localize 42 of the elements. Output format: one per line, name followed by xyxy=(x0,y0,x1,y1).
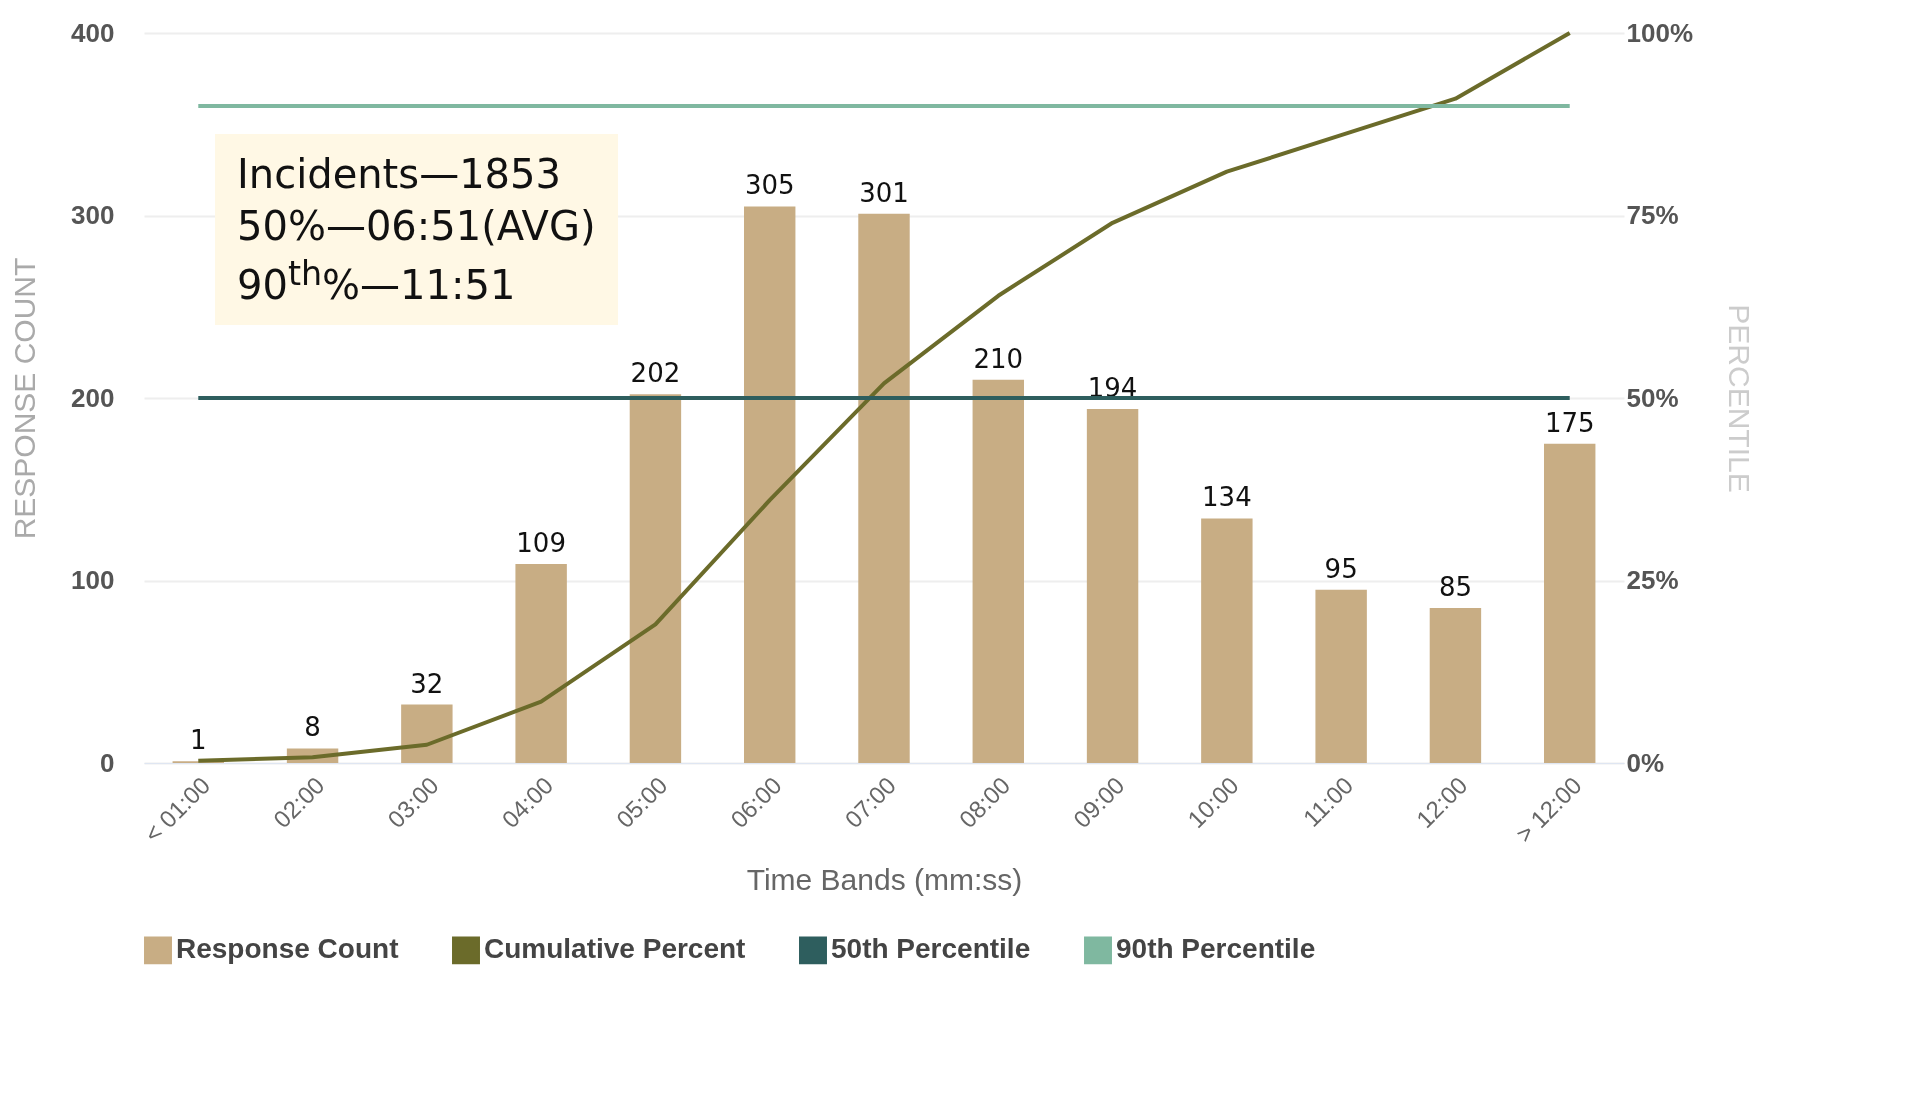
bar xyxy=(858,213,910,763)
y-tick-label: 200 xyxy=(71,382,115,413)
legend-label: Response Count xyxy=(176,933,399,965)
annotation: 90$^{th}$%—11:51 xyxy=(237,253,517,311)
y2-tick-label: 100% xyxy=(1626,17,1693,48)
y2-tick-label: 50% xyxy=(1626,382,1679,413)
data-label: 1 xyxy=(190,725,207,756)
y-tick-label: 100 xyxy=(71,565,115,595)
y-tick-label: 300 xyxy=(71,200,115,230)
annotation: 50%—06:51(AVG) xyxy=(237,202,596,251)
bar xyxy=(1086,408,1139,763)
bar xyxy=(515,564,567,763)
data-label: 202 xyxy=(630,358,681,389)
data-label: 301 xyxy=(859,177,909,208)
data-label: 85 xyxy=(1438,571,1472,602)
y2-tick-label: 0% xyxy=(1626,747,1665,778)
y-axis-title: RESPONSE COUNT xyxy=(8,257,42,540)
y2-tick-label: 25% xyxy=(1626,565,1679,595)
y2-tick-label: 75% xyxy=(1626,200,1679,230)
data-label: 8 xyxy=(304,712,321,743)
data-label: 305 xyxy=(744,170,795,201)
y-tick-label: 0 xyxy=(100,747,115,778)
data-label: 134 xyxy=(1202,482,1252,513)
bar xyxy=(1315,589,1367,763)
bar xyxy=(1201,518,1253,763)
bar xyxy=(629,394,682,763)
data-label: 109 xyxy=(516,528,566,559)
legend-label: Cumulative Percent xyxy=(484,933,746,965)
legend-label: 90th Percentile xyxy=(1116,933,1316,965)
bar xyxy=(744,206,796,763)
bar xyxy=(972,379,1024,763)
data-label: 210 xyxy=(973,343,1024,374)
legend-label: 50th Percentile xyxy=(831,933,1031,965)
annotation: Incidents—1853 xyxy=(237,150,562,199)
y-tick-label: 400 xyxy=(71,17,115,48)
x-axis-title: Time Bands (mm:ss) xyxy=(746,862,1023,896)
data-label: 95 xyxy=(1324,553,1358,584)
bar xyxy=(1544,443,1596,763)
data-label: 175 xyxy=(1544,407,1595,438)
data-label: 32 xyxy=(410,668,444,699)
bar xyxy=(1429,607,1482,763)
bar xyxy=(401,704,453,763)
